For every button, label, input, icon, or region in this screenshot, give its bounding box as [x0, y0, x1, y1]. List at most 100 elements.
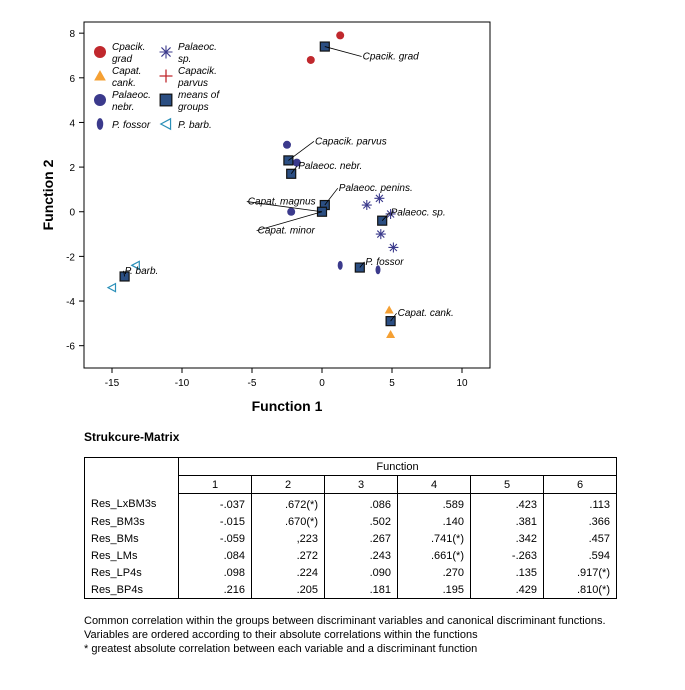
point-capat-cank — [386, 330, 396, 339]
annotation-label: Capat. cank. — [398, 308, 454, 319]
table-row: Res_BMs -.059,223.267.741(*) .342.457 — [85, 530, 617, 547]
legend-label: means of groups — [178, 90, 220, 113]
annotation-label: Cpacik. grad — [363, 51, 420, 62]
column-header: 6 — [543, 475, 617, 494]
table-cell: .661(*) — [397, 547, 471, 564]
table-cell: .205 — [251, 581, 325, 599]
table-cell: -.059 — [178, 530, 252, 547]
point-cpacik-grad — [306, 55, 315, 64]
legend-label: Cpacik. grad — [112, 42, 145, 65]
legend-label: Capacik. parvus — [177, 66, 217, 89]
leader-line — [256, 211, 323, 231]
table-cell: ,223 — [251, 530, 325, 547]
table-cell: .216 — [178, 581, 252, 599]
table-cell: .195 — [397, 581, 471, 599]
point-palaeoc-nebr — [283, 140, 291, 149]
structure-matrix-table: Function 1 2 3 4 5 6 Res_LxBM3s -.037.672(*) .086… — [84, 457, 617, 599]
y-tick-label: 6 — [69, 74, 75, 85]
annotation-label: Capacik. parvus — [315, 136, 387, 147]
legend-label: Palaeoc. sp. — [178, 42, 217, 65]
table-cell: .502 — [324, 513, 398, 530]
annotation-label: P. fossor — [365, 257, 404, 268]
column-header: 2 — [251, 475, 325, 494]
table-cell: .917(*) — [543, 564, 617, 581]
leader-line — [123, 270, 125, 277]
leader-line — [288, 140, 315, 161]
y-tick-label: 0 — [69, 208, 75, 219]
corner-cell — [85, 458, 179, 476]
corner-cell — [85, 476, 179, 494]
legend-marker — [96, 118, 104, 130]
point-palaeoc-nebr — [287, 207, 296, 216]
table-cell: .113 — [543, 493, 617, 513]
table-cell: .672(*) — [251, 493, 325, 513]
table-cell: .741(*) — [397, 530, 471, 547]
leader-line — [324, 187, 339, 206]
matrix-title: Strukcure-Matrix — [84, 430, 180, 444]
table-cell: .594 — [543, 547, 617, 564]
discriminant-scatter-chart: -15 -10 -5 0 5 10 -6 -4 -2 0 2 4 6 8 Function 1 Functio… — [40, 21, 491, 414]
leader-line — [290, 165, 298, 175]
table-cell: .429 — [470, 581, 544, 599]
point-p-fossor — [337, 260, 343, 270]
annotation-label: Palaeoc. nebr. — [298, 161, 362, 172]
table-cell: .810(*) — [543, 581, 617, 599]
table-cell: .381 — [470, 513, 544, 530]
table-row: Res_BP4s .216.205.181.195.429.810(*) — [85, 581, 617, 599]
point-palaeoc-sp — [388, 242, 399, 253]
table-cell: .224 — [251, 564, 325, 581]
leader-line — [390, 312, 397, 322]
legend-marker — [159, 117, 172, 131]
note-line: Variables are ordered according to their… — [84, 629, 478, 641]
legend-marker — [159, 69, 173, 83]
table-cell: .135 — [470, 564, 544, 581]
table-cell: .098 — [178, 564, 252, 581]
x-tick-label: -5 — [248, 378, 257, 389]
table-cell: .086 — [324, 493, 398, 513]
row-label: Res_LxBM3s — [91, 498, 157, 511]
row-label: Res_BM3s — [91, 515, 145, 528]
table-cell: .589 — [397, 493, 471, 513]
point-capat-cank — [384, 305, 394, 314]
point-palaeoc-sp — [361, 200, 372, 211]
legend-label: P. fossor — [112, 120, 151, 131]
table-cell: .270 — [397, 564, 471, 581]
point-palaeoc-sp — [385, 208, 396, 219]
column-header: 5 — [470, 475, 544, 494]
annotation-label: Capat. magnus — [248, 197, 316, 208]
point-palaeoc-nebr — [292, 158, 301, 167]
point-p-fossor — [375, 265, 381, 275]
row-label: Res_BP4s — [91, 583, 143, 596]
table-cell: .457 — [543, 530, 617, 547]
row-label: Res_LP4s — [91, 566, 142, 579]
note-line: * greatest absolute correlation between … — [84, 643, 478, 655]
x-tick-label: 5 — [389, 378, 395, 389]
y-tick-label: -6 — [66, 342, 75, 353]
leader-line — [359, 261, 365, 268]
table-cell: .084 — [178, 547, 252, 564]
table-cell: -.037 — [178, 493, 252, 513]
column-header: 3 — [324, 475, 398, 494]
function-group-header: Function — [178, 457, 617, 476]
table-cell: .181 — [324, 581, 398, 599]
row-label: Res_BMs — [91, 532, 139, 545]
table-cell: .423 — [470, 493, 544, 513]
annotation-label: Capat. minor — [258, 226, 316, 237]
table-cell: .670(*) — [251, 513, 325, 530]
table-row: Res_LP4s .098.224.090.270.135.917(*) — [85, 564, 617, 581]
table-cell: .090 — [324, 564, 398, 581]
leader-line — [246, 201, 323, 213]
legend-marker — [94, 46, 106, 58]
legend-label: Palaeoc. nebr. — [112, 90, 151, 113]
point-cpacik-grad — [336, 31, 345, 40]
x-tick-label: -10 — [175, 378, 190, 389]
leader-line — [324, 46, 362, 57]
table-cell: .140 — [397, 513, 471, 530]
annotation-label: Palaeoc. penins. — [339, 183, 413, 194]
x-tick-label: 0 — [319, 378, 325, 389]
legend-marker — [159, 45, 173, 59]
leader-line — [381, 212, 390, 221]
table-row: Res_BM3s -.015.670(*) .502.140.381.366 — [85, 513, 617, 530]
table-cell: .272 — [251, 547, 325, 564]
point-p-barb — [106, 282, 117, 293]
